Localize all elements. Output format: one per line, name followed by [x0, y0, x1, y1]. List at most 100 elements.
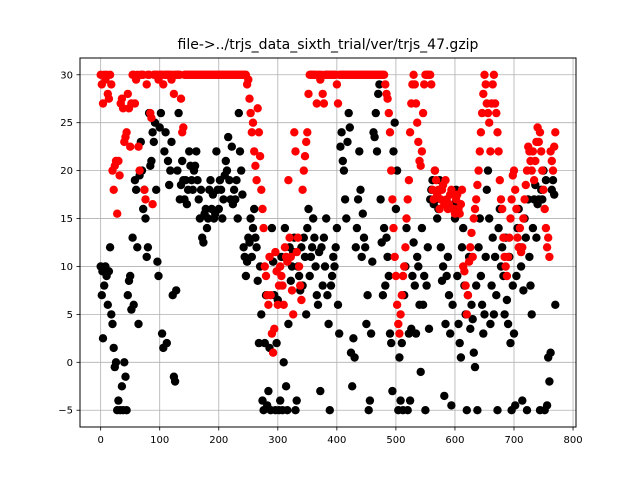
data-point — [260, 262, 269, 271]
data-point — [518, 396, 527, 405]
data-point — [254, 338, 264, 348]
data-point — [291, 147, 300, 156]
data-point — [389, 223, 398, 233]
data-point — [383, 94, 392, 103]
data-point — [327, 271, 337, 281]
data-point — [541, 223, 551, 233]
data-point — [332, 223, 342, 233]
data-point — [403, 195, 412, 204]
data-point — [474, 243, 483, 252]
data-point — [142, 252, 151, 262]
data-point — [505, 233, 514, 242]
y-tick-label: 10 — [60, 262, 73, 273]
data-point — [108, 319, 117, 329]
data-point — [252, 243, 261, 252]
data-point — [518, 243, 527, 252]
data-point — [302, 310, 311, 319]
data-point — [525, 252, 534, 262]
data-point — [241, 271, 251, 281]
data-point — [147, 156, 156, 166]
data-point — [337, 128, 346, 137]
data-point — [297, 295, 306, 305]
data-point — [345, 123, 354, 132]
data-point — [117, 94, 127, 103]
data-point — [252, 176, 261, 185]
data-point — [128, 233, 137, 242]
data-point — [193, 176, 202, 185]
data-point — [506, 214, 515, 223]
data-point — [402, 223, 411, 233]
data-point — [302, 137, 311, 147]
data-point — [218, 214, 227, 223]
data-point — [447, 185, 456, 194]
data-point — [303, 128, 312, 137]
data-point — [169, 89, 179, 99]
data-point — [206, 176, 215, 185]
data-point — [100, 281, 109, 290]
data-point — [131, 185, 141, 194]
data-point — [247, 128, 256, 137]
y-tick-label: 5 — [67, 310, 73, 321]
data-point — [109, 343, 118, 353]
data-point — [492, 108, 501, 118]
data-point — [421, 406, 430, 415]
data-point — [311, 262, 320, 271]
data-point — [391, 271, 401, 281]
data-point — [279, 300, 288, 309]
data-point — [379, 70, 389, 80]
plot-area — [80, 58, 576, 427]
data-point — [540, 204, 549, 214]
data-point — [479, 329, 488, 338]
data-point — [98, 334, 108, 343]
data-point — [500, 310, 509, 319]
data-point — [309, 214, 318, 223]
data-point — [123, 291, 132, 300]
data-point — [266, 291, 275, 300]
data-point — [411, 329, 421, 338]
data-point — [391, 204, 401, 214]
data-point — [107, 80, 116, 89]
data-point — [103, 300, 113, 309]
data-point — [498, 243, 507, 252]
data-point — [461, 281, 470, 290]
data-point — [485, 214, 494, 223]
data-point — [179, 123, 188, 132]
data-point — [121, 372, 130, 381]
data-point — [280, 243, 290, 252]
data-point — [495, 176, 504, 185]
data-point — [488, 233, 497, 242]
x-tick-label: 300 — [268, 435, 287, 446]
data-point — [293, 233, 303, 242]
data-point — [170, 377, 180, 386]
data-point — [438, 262, 448, 271]
data-point — [356, 185, 365, 194]
data-point — [511, 401, 520, 410]
data-point — [264, 386, 273, 396]
data-point — [365, 396, 375, 405]
data-point — [462, 310, 471, 319]
data-point — [527, 166, 536, 175]
data-point — [397, 291, 406, 300]
data-point — [359, 233, 369, 242]
data-point — [194, 195, 203, 204]
data-point — [468, 315, 477, 324]
data-point — [420, 271, 429, 281]
data-point — [287, 286, 297, 295]
data-point — [378, 291, 388, 300]
data-point — [130, 99, 140, 108]
data-point — [286, 276, 295, 285]
data-point — [234, 108, 243, 118]
data-point — [322, 214, 331, 223]
data-point — [348, 382, 357, 391]
data-point — [545, 252, 554, 262]
x-tick-label: 400 — [327, 435, 346, 446]
data-point — [258, 204, 267, 214]
x-tick-label: 600 — [445, 435, 464, 446]
data-point — [259, 223, 268, 233]
x-tick-label: 700 — [504, 435, 523, 446]
data-point — [330, 262, 339, 271]
data-point — [511, 185, 520, 194]
data-point — [361, 243, 370, 252]
data-point — [405, 396, 415, 405]
data-point — [133, 243, 142, 252]
